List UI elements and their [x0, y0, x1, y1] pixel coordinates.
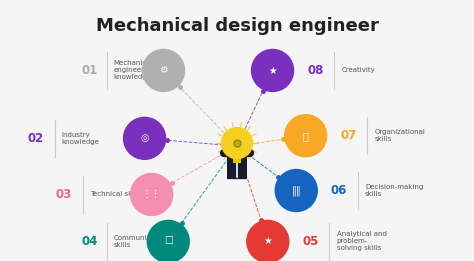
- Text: ⏰: ⏰: [303, 131, 309, 141]
- Circle shape: [252, 50, 293, 91]
- Text: ◎: ◎: [140, 133, 149, 143]
- Text: 03: 03: [56, 188, 72, 201]
- Text: Analytical and
problem-
solving skills: Analytical and problem- solving skills: [337, 232, 386, 251]
- Text: ⋮⋮: ⋮⋮: [142, 189, 162, 199]
- FancyBboxPatch shape: [233, 159, 241, 163]
- Circle shape: [124, 117, 165, 159]
- Text: 04: 04: [82, 235, 98, 248]
- Text: Technical skills: Technical skills: [90, 192, 142, 197]
- Text: 06: 06: [331, 184, 347, 197]
- Circle shape: [147, 221, 189, 261]
- Text: 05: 05: [302, 235, 319, 248]
- Text: ★: ★: [264, 236, 272, 246]
- Circle shape: [275, 170, 317, 211]
- Text: ★: ★: [268, 66, 277, 75]
- Text: Communication
skills: Communication skills: [114, 235, 169, 248]
- Circle shape: [247, 221, 289, 261]
- FancyBboxPatch shape: [227, 149, 247, 179]
- Text: Creativity: Creativity: [341, 68, 375, 73]
- Text: Mechanical design engineer: Mechanical design engineer: [96, 17, 378, 35]
- Text: ⚙: ⚙: [159, 66, 168, 75]
- Text: Organizational
skills: Organizational skills: [374, 129, 425, 142]
- Text: ‖‖: ‖‖: [292, 185, 301, 196]
- Text: 02: 02: [27, 132, 44, 145]
- Text: ☐: ☐: [164, 236, 173, 246]
- Text: 08: 08: [307, 64, 323, 77]
- Text: Industry
knowledge: Industry knowledge: [62, 132, 100, 145]
- Circle shape: [221, 128, 253, 159]
- Text: Decision-making
skills: Decision-making skills: [365, 184, 423, 197]
- Text: 01: 01: [82, 64, 98, 77]
- Circle shape: [131, 174, 173, 215]
- Circle shape: [143, 50, 184, 91]
- Text: Mechanical
engineering
knowledge: Mechanical engineering knowledge: [114, 61, 155, 80]
- Circle shape: [285, 115, 327, 157]
- Text: 07: 07: [340, 129, 356, 142]
